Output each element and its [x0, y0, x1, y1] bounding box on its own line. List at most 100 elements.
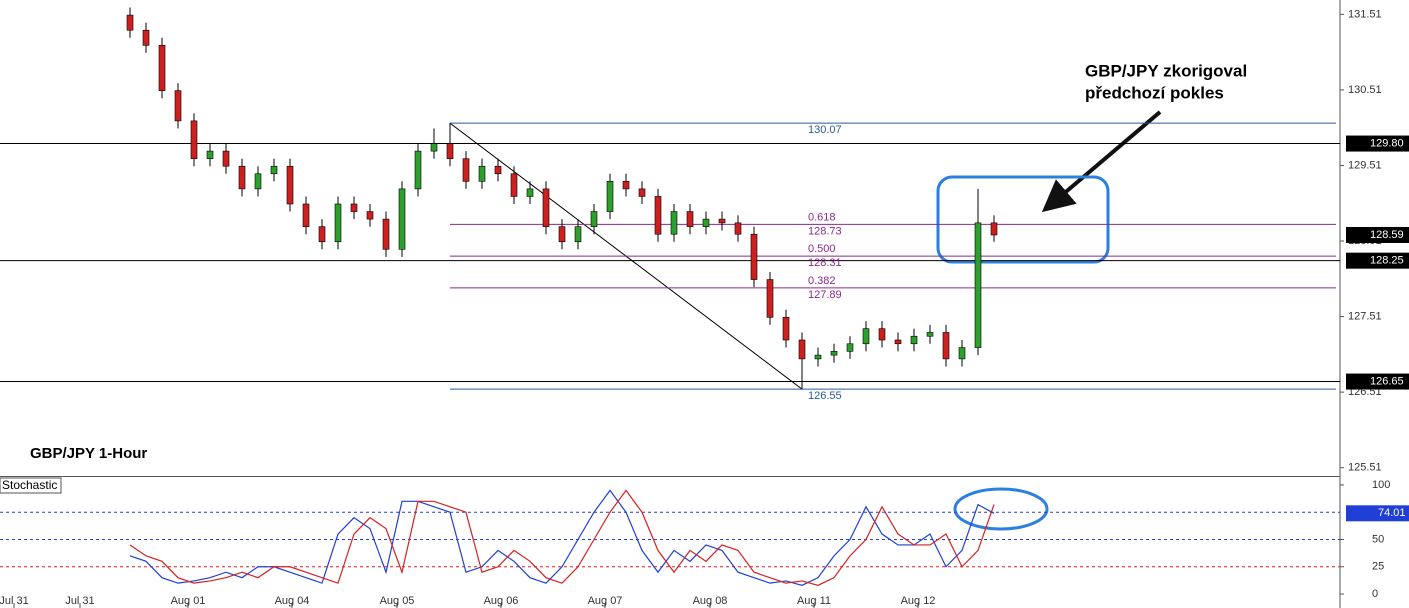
candle-body — [542, 188, 550, 227]
candle-body — [814, 354, 822, 360]
candle-body — [702, 218, 710, 227]
candle-body — [254, 173, 262, 190]
fib-price: 130.07 — [808, 124, 842, 136]
fib-ratio: 0.382 — [808, 275, 836, 287]
annotation-line: GBP/JPY zkorigoval — [1085, 61, 1247, 80]
x-tick-label: Jul 31 — [0, 595, 29, 607]
fib-ratio: 0.500 — [808, 243, 836, 255]
candle-body — [958, 347, 966, 360]
x-tick-label: Jul 31 — [65, 595, 94, 607]
candle-body — [990, 222, 998, 236]
highlight-ellipse — [953, 487, 1049, 531]
candle-body — [414, 150, 422, 190]
x-tick-label: Aug 12 — [901, 595, 936, 607]
current-value: 74.01 — [1378, 507, 1406, 519]
y-tick-label: 125.51 — [1348, 462, 1382, 474]
current-price-box — [1346, 226, 1409, 243]
highlight-box — [936, 175, 1110, 264]
candle-body — [510, 173, 518, 197]
candle-body — [878, 328, 886, 341]
level-label: 128.25 — [1370, 255, 1404, 267]
current-value-box — [1346, 505, 1409, 522]
candle-body — [894, 339, 902, 345]
level-label: 129.80 — [1370, 137, 1404, 149]
candle-body — [654, 196, 662, 235]
candle-body — [318, 226, 326, 243]
x-tick-label: Aug 01 — [171, 595, 206, 607]
candle-body — [142, 29, 150, 46]
candle-body — [622, 181, 630, 190]
candle-body — [606, 181, 614, 212]
candle-body — [670, 211, 678, 235]
y-tick-label: 131.51 — [1348, 8, 1382, 20]
y-tick-label: 130.51 — [1348, 84, 1382, 96]
candle-body — [382, 218, 390, 250]
candle-body — [206, 150, 214, 159]
candle-body — [366, 211, 374, 220]
candle-body — [574, 226, 582, 243]
candle-body — [526, 188, 534, 197]
candle-body — [174, 90, 182, 122]
candle-body — [734, 222, 742, 235]
fib-price: 128.31 — [808, 257, 842, 269]
stochastic-line — [129, 489, 995, 586]
y-tick-label: 25 — [1372, 561, 1384, 573]
candle-body — [846, 343, 854, 352]
candle-body — [910, 335, 918, 345]
current-price: 128.59 — [1370, 229, 1404, 241]
fib-price: 126.55 — [808, 390, 842, 402]
y-tick-label: 127.51 — [1348, 310, 1382, 322]
candle-body — [638, 188, 646, 197]
candle-body — [942, 332, 950, 360]
candle-body — [270, 165, 278, 175]
candle-body — [238, 165, 246, 190]
candle-body — [430, 143, 438, 152]
y-tick-label: 0 — [1372, 588, 1378, 600]
candle-body — [222, 150, 230, 167]
indicator-label-box — [0, 477, 62, 494]
annotation-arrow — [1041, 110, 1162, 213]
candle-body — [350, 203, 358, 212]
fib-price: 127.89 — [808, 289, 842, 301]
candle-body — [462, 158, 470, 182]
level-label: 126.65 — [1370, 375, 1404, 387]
candle-body — [862, 328, 870, 345]
candle-body — [798, 339, 806, 360]
candle-body — [126, 14, 134, 31]
candle-body — [558, 226, 566, 243]
fib-ratio: 0.618 — [808, 211, 836, 223]
candle-body — [494, 165, 502, 175]
level-label-box — [1346, 373, 1409, 390]
x-tick-label: Aug 05 — [380, 595, 415, 607]
x-tick-label: Aug 04 — [275, 595, 310, 607]
candle-body — [478, 165, 486, 182]
x-tick-label: Aug 06 — [484, 595, 519, 607]
y-tick-label: 129.51 — [1348, 159, 1382, 171]
candle-body — [446, 143, 454, 159]
candle-body — [718, 218, 726, 224]
candle-body — [974, 222, 982, 348]
y-tick-label: 50 — [1372, 533, 1384, 545]
candle-body — [830, 351, 838, 356]
candle-body — [766, 279, 774, 318]
indicator-label: Stochastic — [2, 478, 57, 492]
candle-body — [926, 332, 934, 337]
x-tick-label: Aug 07 — [588, 595, 623, 607]
fib-price: 128.73 — [808, 225, 842, 237]
candle-body — [158, 45, 166, 91]
annotation-line: předchozí pokles — [1085, 83, 1224, 102]
chart-title: GBP/JPY 1-Hour — [30, 445, 147, 462]
candle-body — [750, 233, 758, 280]
x-tick-label: Aug 11 — [797, 595, 831, 607]
candle-body — [590, 211, 598, 227]
candle-body — [190, 120, 198, 159]
candle-body — [782, 317, 790, 341]
candle-body — [334, 203, 342, 243]
candle-body — [286, 165, 294, 205]
x-tick-label: Aug 08 — [693, 595, 728, 607]
level-label-box — [1346, 135, 1409, 152]
candle-body — [302, 203, 310, 227]
candle-body — [398, 188, 406, 250]
